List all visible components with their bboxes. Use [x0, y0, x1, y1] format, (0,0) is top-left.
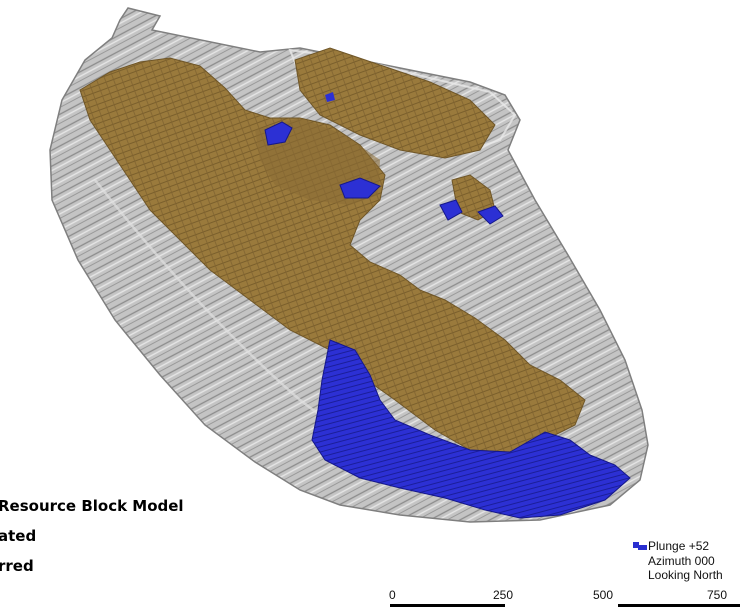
orientation-marker-icon [633, 542, 647, 550]
scale-bar-segment [390, 604, 505, 607]
scale-bar-segment [618, 604, 740, 607]
inferred-blocks [264, 92, 631, 519]
legend-title: Resource Block Model [0, 497, 184, 515]
looking-label: Looking North [648, 568, 723, 582]
azimuth-label: Azimuth 000 [648, 554, 715, 568]
scale-tick-label: 0 [389, 588, 396, 602]
scale-tick-label: 250 [493, 588, 514, 602]
scale-tick-label: 500 [593, 588, 614, 602]
legend-indicated: ated [0, 527, 37, 545]
scale-tick-label: 750 [707, 588, 728, 602]
plunge-label: Plunge +52 [648, 539, 710, 553]
legend-inferred: rred [0, 557, 34, 575]
